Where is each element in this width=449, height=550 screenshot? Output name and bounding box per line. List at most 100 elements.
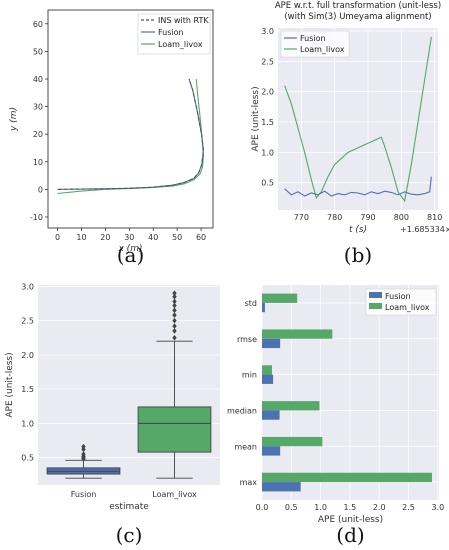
- panel-b: 770 780 790 800 810 0.5 1.0 1.5 2.0 2.5 3.0 APE w.r…: [251, 1, 449, 267]
- legend-box-b: [280, 30, 350, 58]
- y-tick-label-a: 60: [33, 20, 43, 29]
- x-tick-label-c: Fusion: [71, 490, 97, 499]
- panel-d: 0.0 0.5 1.0 1.5 2.0 2.5 3.0 std rmse min median mea…: [227, 285, 444, 547]
- x-tick-label-d: 3.0: [431, 503, 444, 512]
- panel-c: 0.5 1.0 1.5 2.0 2.5 3.0 Fusion Loam_livoxestima…: [5, 282, 220, 547]
- bar-loam-livox-std: [262, 293, 298, 303]
- y-axis-label-c: APE (unit-less): [5, 352, 15, 417]
- y-tick-label-a: 30: [33, 103, 43, 112]
- y-tick-label-c: 2.5: [21, 317, 34, 326]
- outlier-point-loam-livox: [172, 302, 177, 309]
- bar-fusion-mean: [262, 446, 281, 456]
- x-tick-label-a: 60: [196, 233, 206, 242]
- outlier-point-loam-livox: [172, 290, 177, 297]
- outlier-point-loam-livox: [172, 334, 177, 341]
- x-tick-label-a: 50: [172, 233, 182, 242]
- y-tick-label-b: 1.5: [261, 118, 274, 127]
- series-line-b-loam-livox: [284, 37, 432, 203]
- y-tick-label-d: min: [242, 371, 257, 380]
- outlier-point-loam-livox: [172, 298, 177, 305]
- panel-a: 0 10 20 30 40 50 60 -10 0 10 20 30 40 50 60 x (m) y (m) I…: [9, 9, 214, 267]
- panel-label-d: (d): [336, 523, 364, 547]
- x-axis-label-a: x (m): [118, 244, 143, 254]
- plot-background-c: [38, 285, 220, 485]
- y-tick-label-a: 20: [33, 130, 43, 139]
- y-tick-label-b: 2.0: [261, 88, 274, 97]
- plot-background-d: [262, 285, 439, 500]
- y-tick-label-c: 1.0: [21, 419, 34, 428]
- y-tick-label-a: -10: [30, 213, 43, 222]
- panel-label-b: (b): [344, 243, 372, 267]
- x-tick-label-d: 0.0: [256, 503, 269, 512]
- x-axis-label-d: APE (unit-less): [318, 515, 383, 525]
- y-tick-label-a: 40: [33, 75, 43, 84]
- x-tick-label-a: 20: [100, 233, 110, 242]
- bar-loam-livox-min: [262, 365, 272, 375]
- x-tick-label-a: 10: [76, 233, 86, 242]
- outlier-point-loam-livox: [172, 293, 177, 300]
- y-tick-label-c: 1.5: [21, 385, 34, 394]
- legend-swatch-d: [369, 303, 382, 309]
- legend-label-b: Loam_livox: [300, 45, 345, 54]
- y-tick-label-b: 3.0: [261, 27, 274, 36]
- y-tick-label-d: std: [245, 299, 257, 308]
- y-tick-label-a: 50: [33, 47, 43, 56]
- bar-fusion-median: [262, 410, 280, 420]
- bar-loam-livox-mean: [262, 436, 323, 447]
- box-loam-livox: [137, 406, 212, 453]
- outlier-point-fusion: [81, 443, 86, 450]
- x-tick-label-b: 790: [360, 213, 375, 222]
- bar-loam-livox-max: [262, 472, 432, 483]
- chart-title-b: APE w.r.t. full transformation (unit-les…: [275, 1, 441, 11]
- x-tick-label-b: 800: [394, 213, 409, 222]
- bar-fusion-rmse: [262, 338, 281, 349]
- x-offset-label-b: +1.685334×10⁹: [400, 225, 449, 234]
- x-tick-label-d: 1.5: [344, 503, 357, 512]
- x-tick-label-c: Loam_livox: [152, 490, 197, 499]
- x-tick-label-b: 810: [427, 213, 442, 222]
- legend-label-a: Fusion: [158, 28, 184, 37]
- legend-label-a: INS with RTK: [158, 16, 209, 25]
- series-line-a-ins-with-rtk: [57, 78, 204, 190]
- x-tick-label-b: 770: [294, 213, 309, 222]
- outlier-point-loam-livox: [172, 307, 177, 314]
- bar-loam-livox-rmse: [262, 329, 333, 339]
- y-axis-label-b: APE (unit-less): [251, 86, 261, 151]
- x-tick-label-d: 1.0: [314, 503, 327, 512]
- y-tick-label-a: 0: [38, 185, 43, 194]
- legend-label-b: Fusion: [300, 34, 326, 43]
- plot-background-b: [278, 28, 438, 210]
- y-tick-label-d: mean: [234, 442, 257, 451]
- y-tick-label-c: 3.0: [21, 282, 34, 291]
- y-tick-label-d: rmse: [237, 335, 257, 344]
- outlier-point-loam-livox: [172, 323, 177, 329]
- legend-swatch-d: [369, 292, 382, 298]
- y-tick-label-c: 2.0: [21, 351, 34, 360]
- y-tick-label-b: 0.5: [261, 179, 274, 188]
- x-tick-label-b: 780: [327, 213, 342, 222]
- x-axis-label-c: estimate: [109, 502, 149, 512]
- bar-fusion-min: [262, 374, 274, 384]
- legend-label-a: Loam_livox: [158, 40, 203, 49]
- outlier-point-fusion: [81, 451, 86, 457]
- bar-fusion-max: [262, 482, 301, 492]
- x-tick-label-a: 0: [55, 233, 60, 242]
- panel-label-c: (c): [116, 523, 143, 547]
- y-axis-label-a: y (m): [9, 107, 19, 132]
- y-tick-label-c: 0.5: [21, 454, 34, 463]
- y-tick-label-a: 10: [33, 158, 43, 167]
- outlier-point-loam-livox: [172, 312, 177, 318]
- panel-label-a: (a): [117, 243, 145, 267]
- x-tick-label-d: 2.5: [402, 503, 415, 512]
- x-axis-label-b: t (s): [349, 225, 367, 235]
- x-tick-label-d: 2.0: [373, 503, 386, 512]
- y-tick-label-b: 2.5: [261, 57, 274, 66]
- chart-subtitle-b: (with Sim(3) Umeyama alignment): [284, 12, 431, 22]
- y-tick-label-d: max: [240, 478, 258, 487]
- x-tick-label-d: 0.5: [285, 503, 298, 512]
- y-tick-label-b: 1.0: [261, 148, 274, 157]
- series-line-b-fusion: [284, 176, 432, 197]
- bar-fusion-std: [262, 302, 265, 313]
- bar-loam-livox-median: [262, 401, 320, 411]
